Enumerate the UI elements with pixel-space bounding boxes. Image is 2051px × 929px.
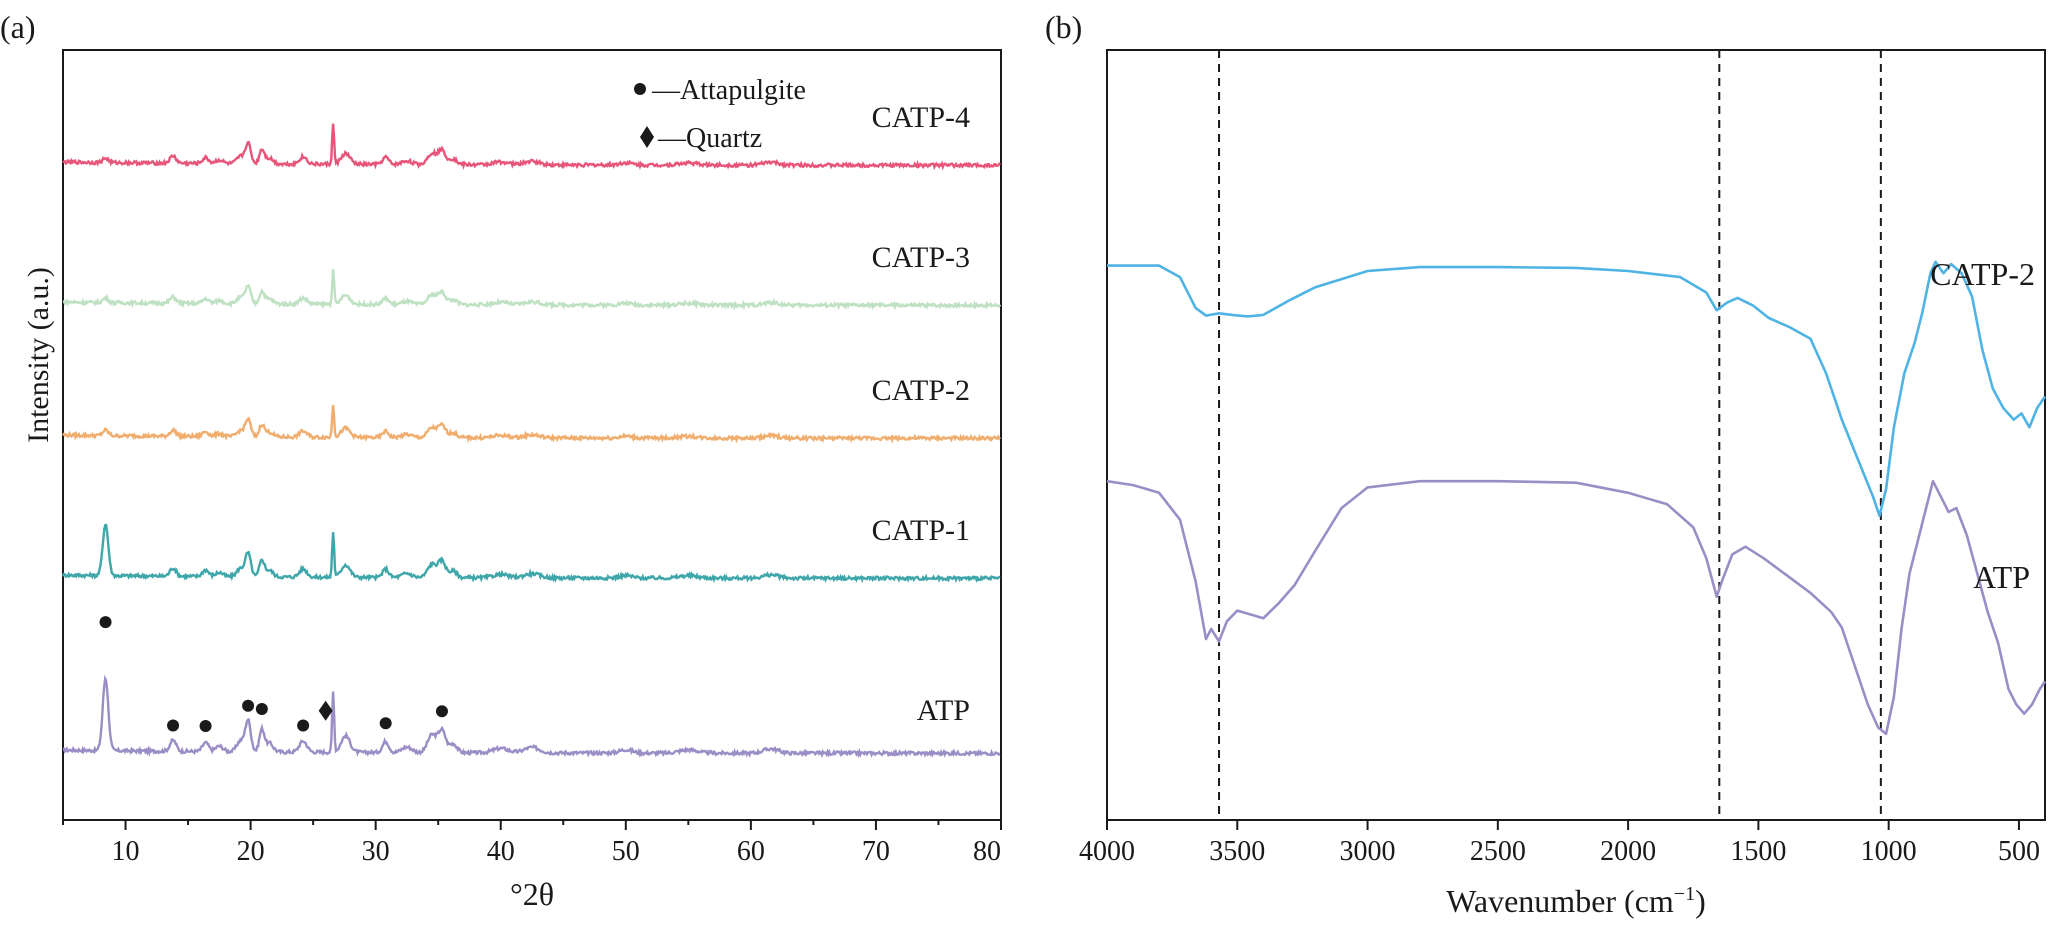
attapulgite-peak-marker bbox=[255, 703, 268, 715]
attapulgite-peak-marker bbox=[99, 616, 112, 629]
panel-b-ftir: (b) 4000 3500 3000 2500 2000 1500 1000 500 CATP… bbox=[1045, 9, 2047, 919]
panel-a-series-labels: ATP CATP-1 CATP-2 CATP-3 CATP-4 bbox=[872, 101, 970, 727]
a-x-tick-label: 50 bbox=[612, 836, 640, 867]
a-series-line-catp-3 bbox=[62, 269, 1002, 311]
attapulgite-peak-marker bbox=[199, 720, 212, 733]
attapulgite-peak-marker bbox=[297, 719, 310, 732]
b-series-label-catp-2: CATP-2 bbox=[1930, 256, 2035, 292]
panel-b-series-group bbox=[1106, 260, 2047, 736]
panel-b-plot-frame bbox=[1106, 49, 2046, 821]
panel-a-y-axis-label: Intensity (a.u.) bbox=[22, 267, 55, 443]
a-x-tick-label: 10 bbox=[112, 836, 140, 867]
a-series-label-catp-3: CATP-3 bbox=[872, 241, 970, 274]
attapulgite-peak-marker bbox=[242, 699, 255, 712]
b-x-tick-label: 1500 bbox=[1730, 836, 1786, 867]
a-x-tick-label: 70 bbox=[862, 836, 890, 867]
b-series-line-catp-2 bbox=[1107, 260, 2047, 518]
a-series-line-atp bbox=[62, 674, 1001, 759]
b-series-label-atp: ATP bbox=[1973, 559, 2030, 595]
panel-a-x-axis: 10 20 30 40 50 60 70 80 bbox=[62, 820, 1002, 867]
panel-a-peak-markers bbox=[99, 616, 448, 733]
panel-a-x-axis-label: °2θ bbox=[510, 876, 554, 912]
b-x-tick-label: 500 bbox=[1998, 836, 2040, 867]
quartz-peak-marker bbox=[318, 700, 333, 721]
attapulgite-peak-marker bbox=[435, 705, 448, 718]
a-x-tick-label: 60 bbox=[737, 836, 765, 867]
panel-a-legend: —Attapulgite —Quartz bbox=[634, 75, 806, 154]
b-series-line-atp bbox=[1106, 479, 2047, 736]
legend-attapulgite-label: —Attapulgite bbox=[651, 75, 806, 106]
legend-diamond-icon bbox=[640, 126, 654, 148]
panel-a-xrd: (a) 10 20 30 40 50 60 70 80 ATP CATP-1 CATP-2 CATP… bbox=[0, 9, 1002, 912]
a-x-tick-label: 30 bbox=[362, 836, 390, 867]
b-x-tick-label: 2000 bbox=[1600, 836, 1656, 867]
a-series-label-atp: ATP bbox=[917, 694, 970, 727]
a-series-line-catp-4 bbox=[62, 123, 1001, 171]
panel-a-series-group bbox=[61, 123, 1002, 759]
b-x-tick-label: 3500 bbox=[1209, 836, 1265, 867]
a-x-tick-label: 20 bbox=[237, 836, 265, 867]
b-x-tick-label: 3000 bbox=[1340, 836, 1396, 867]
panel-b-label: (b) bbox=[1045, 9, 1082, 45]
a-series-label-catp-2: CATP-2 bbox=[872, 374, 970, 407]
attapulgite-peak-marker bbox=[167, 719, 180, 732]
panel-b-x-axis-label: Wavenumber (cm−1) bbox=[1446, 883, 1705, 919]
b-x-tick-label: 2500 bbox=[1470, 836, 1526, 867]
panel-b-x-axis: 4000 3500 3000 2500 2000 1500 1000 500 bbox=[1079, 820, 2040, 867]
a-series-label-catp-1: CATP-1 bbox=[872, 514, 970, 547]
a-series-line-catp-2 bbox=[62, 404, 1001, 444]
b-x-tick-label: 1000 bbox=[1861, 836, 1917, 867]
a-series-label-catp-4: CATP-4 bbox=[872, 101, 970, 134]
legend-quartz-label: —Quartz bbox=[657, 123, 762, 154]
a-x-tick-label: 80 bbox=[973, 836, 1001, 867]
a-series-line-catp-1 bbox=[61, 523, 1001, 584]
panel-b-series-labels: CATP-2 ATP bbox=[1930, 256, 2035, 595]
panel-a-label: (a) bbox=[0, 9, 36, 45]
attapulgite-peak-marker bbox=[379, 717, 392, 730]
panel-b-reference-lines bbox=[1218, 50, 1882, 820]
legend-circle-icon bbox=[634, 83, 646, 95]
a-x-tick-label: 40 bbox=[487, 836, 515, 867]
b-x-tick-label: 4000 bbox=[1079, 836, 1135, 867]
